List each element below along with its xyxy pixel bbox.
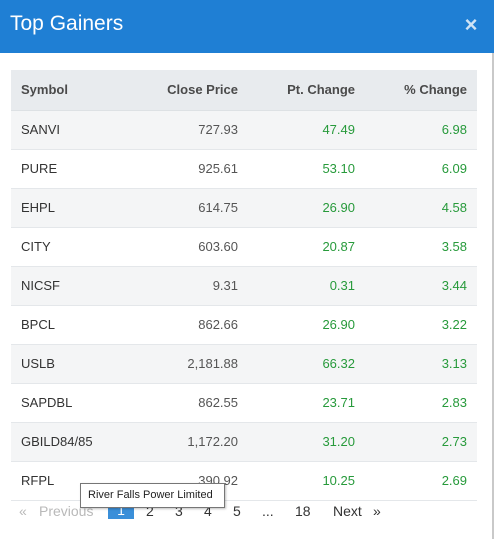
table-row[interactable]: GBILD84/85 1,172.20 31.20 2.73	[11, 422, 477, 462]
close-icon[interactable]: ×	[464, 12, 478, 37]
cell-pct-change: 3.58	[355, 227, 477, 267]
cell-pt-change: 23.71	[238, 383, 355, 423]
page-link-5[interactable]: 5	[233, 503, 241, 519]
cell-pt-change: 47.49	[238, 110, 355, 150]
column-header-close-price[interactable]: Close Price	[121, 70, 238, 111]
cell-pt-change: 10.25	[238, 461, 355, 501]
next-page-link[interactable]: Next	[333, 503, 362, 519]
cell-pct-change: 2.73	[355, 422, 477, 462]
row-tooltip: River Falls Power Limited	[80, 483, 225, 508]
page-link-2[interactable]: 2	[146, 503, 154, 519]
cell-symbol[interactable]: SAPDBL	[11, 383, 121, 423]
previous-page-link[interactable]: Previous	[39, 503, 94, 519]
cell-symbol[interactable]: GBILD84/85	[11, 422, 121, 462]
cell-close-price: 2,181.88	[121, 344, 238, 384]
cell-symbol[interactable]: BPCL	[11, 305, 121, 345]
cell-pt-change: 53.10	[238, 149, 355, 189]
cell-pct-change: 4.58	[355, 188, 477, 228]
cell-pt-change: 66.32	[238, 344, 355, 384]
cell-symbol[interactable]: USLB	[11, 344, 121, 384]
table-row[interactable]: PURE 925.61 53.10 6.09	[11, 149, 477, 189]
column-header-pt-change[interactable]: Pt. Change	[238, 70, 355, 111]
cell-symbol[interactable]: PURE	[11, 149, 121, 189]
gainers-table-container: Symbol Close Price Pt. Change % Change S…	[11, 70, 477, 501]
cell-close-price: 1,172.20	[121, 422, 238, 462]
cell-pt-change: 26.90	[238, 305, 355, 345]
cell-symbol[interactable]: CITY	[11, 227, 121, 267]
cell-pct-change: 3.22	[355, 305, 477, 345]
cell-pct-change: 6.09	[355, 149, 477, 189]
cell-close-price: 727.93	[121, 110, 238, 150]
cell-close-price: 603.60	[121, 227, 238, 267]
cell-pt-change: 20.87	[238, 227, 355, 267]
table-row[interactable]: SANVI 727.93 47.49 6.98	[11, 110, 477, 150]
table-row[interactable]: CITY 603.60 20.87 3.58	[11, 227, 477, 267]
modal-title: Top Gainers	[10, 12, 124, 35]
cell-close-price: 862.66	[121, 305, 238, 345]
cell-close-price: 925.61	[121, 149, 238, 189]
page-link-18[interactable]: 18	[295, 503, 311, 519]
gainers-table: Symbol Close Price Pt. Change % Change S…	[11, 70, 477, 501]
cell-close-price: 862.55	[121, 383, 238, 423]
table-row[interactable]: SAPDBL 862.55 23.71 2.83	[11, 383, 477, 423]
cell-pct-change: 3.44	[355, 266, 477, 306]
page-link-3[interactable]: 3	[175, 503, 183, 519]
cell-symbol[interactable]: SANVI	[11, 110, 121, 150]
first-page-icon[interactable]: «	[19, 503, 27, 519]
cell-pct-change: 6.98	[355, 110, 477, 150]
cell-pt-change: 31.20	[238, 422, 355, 462]
cell-pt-change: 0.31	[238, 266, 355, 306]
cell-close-price: 614.75	[121, 188, 238, 228]
cell-pt-change: 26.90	[238, 188, 355, 228]
cell-pct-change: 2.69	[355, 461, 477, 501]
modal-header: Top Gainers ×	[0, 0, 494, 53]
table-row[interactable]: USLB 2,181.88 66.32 3.13	[11, 344, 477, 384]
last-page-icon[interactable]: »	[373, 503, 381, 519]
column-header-pct-change[interactable]: % Change	[355, 70, 477, 111]
modal-border	[492, 53, 494, 539]
pagination: « Previous 1 2 3 4 5 ... 18 Next »	[0, 498, 494, 524]
table-row[interactable]: NICSF 9.31 0.31 3.44	[11, 266, 477, 306]
cell-symbol[interactable]: EHPL	[11, 188, 121, 228]
column-header-symbol[interactable]: Symbol	[11, 70, 121, 111]
table-row[interactable]: EHPL 614.75 26.90 4.58	[11, 188, 477, 228]
pagination-ellipsis: ...	[262, 503, 274, 519]
cell-pct-change: 2.83	[355, 383, 477, 423]
table-row[interactable]: BPCL 862.66 26.90 3.22	[11, 305, 477, 345]
cell-symbol[interactable]: NICSF	[11, 266, 121, 306]
cell-close-price: 9.31	[121, 266, 238, 306]
page-link-4[interactable]: 4	[204, 503, 212, 519]
table-header-row: Symbol Close Price Pt. Change % Change	[11, 70, 477, 111]
cell-pct-change: 3.13	[355, 344, 477, 384]
